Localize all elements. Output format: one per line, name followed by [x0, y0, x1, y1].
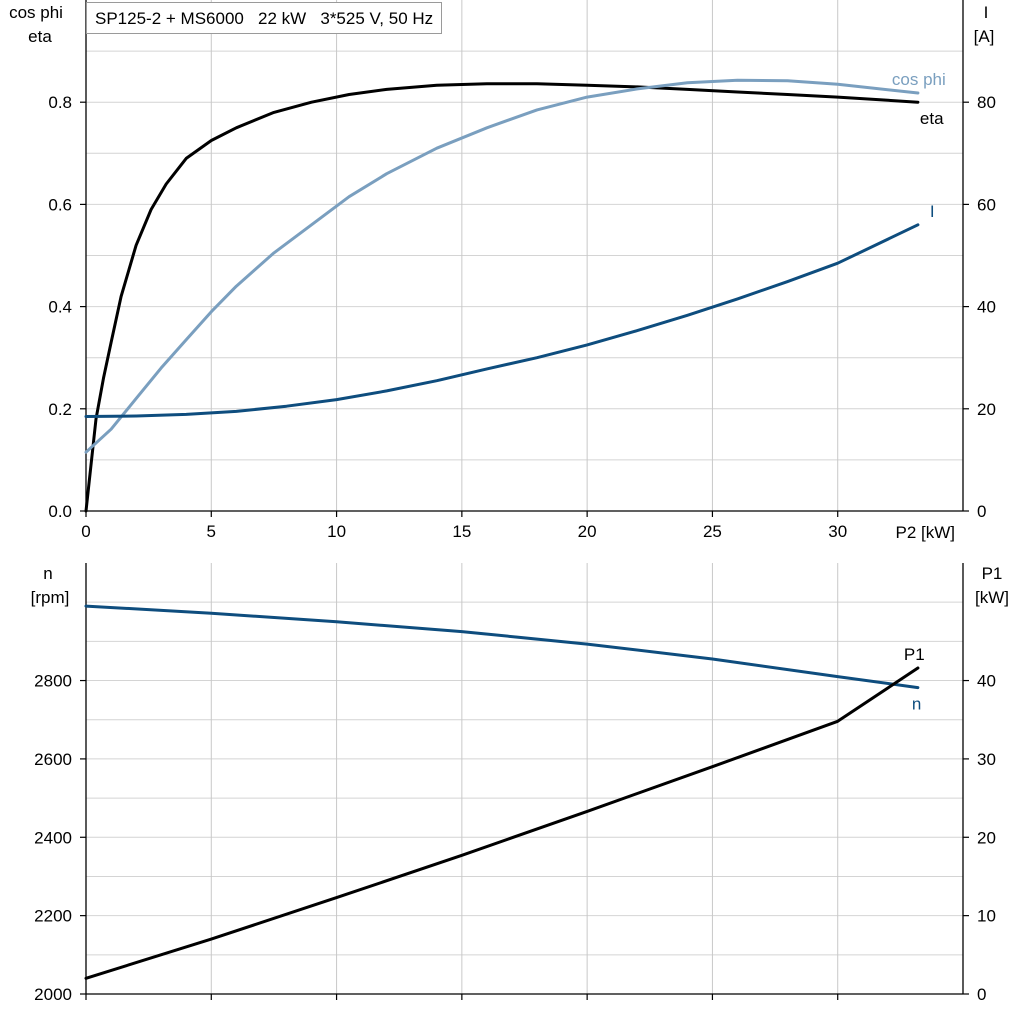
y-right-tick-label: 0 — [977, 985, 986, 1004]
series-label-cos-phi: cos phi — [892, 70, 946, 89]
y-right-tick-label: 20 — [977, 828, 996, 847]
y-right-tick-label: 40 — [977, 298, 996, 317]
series-label-eta: eta — [920, 109, 944, 128]
series-line-eta — [84, 82, 920, 513]
series-line-cos-phi — [84, 78, 920, 454]
y-right-axis-unit: [kW] — [975, 588, 1009, 607]
y-right-tick-label: 10 — [977, 907, 996, 926]
y-right-tick-label: 30 — [977, 750, 996, 769]
y-right-tick-label: 0 — [977, 502, 986, 521]
series-line-p1 — [84, 666, 920, 980]
y-left-axis-label: n — [43, 564, 52, 583]
y-right-axis-label: P1 — [982, 564, 1003, 583]
y-left-tick-label: 2000 — [34, 985, 72, 1004]
x-tick-label: 10 — [327, 522, 346, 541]
x-tick-label: 5 — [207, 522, 216, 541]
series-line-n — [84, 604, 920, 690]
series-label-n: n — [912, 695, 921, 714]
y-left-tick-label: 0.8 — [48, 93, 72, 112]
series-label-p1: P1 — [904, 645, 925, 664]
y-right-tick-label: 40 — [977, 672, 996, 691]
x-tick-label: 25 — [703, 522, 722, 541]
y-left-tick-label: 2600 — [34, 750, 72, 769]
series-label-i: I — [930, 202, 935, 221]
y-right-axis-label: I — [984, 3, 989, 22]
x-tick-label: 0 — [81, 522, 90, 541]
y-right-tick-label: 20 — [977, 400, 996, 419]
y-left-axis-unit: [rpm] — [31, 588, 70, 607]
y-left-axis-unit: eta — [28, 27, 52, 46]
series-line-i — [84, 223, 920, 418]
y-left-tick-label: 2800 — [34, 672, 72, 691]
x-tick-label: 15 — [452, 522, 471, 541]
chart-title: SP125-2 + MS6000 22 kW 3*525 V, 50 Hz — [86, 2, 443, 34]
x-tick-label: 30 — [828, 522, 847, 541]
x-tick-label: 20 — [578, 522, 597, 541]
y-right-tick-label: 80 — [977, 93, 996, 112]
y-left-tick-label: 2400 — [34, 828, 72, 847]
y-left-tick-label: 0.4 — [48, 298, 72, 317]
y-right-axis-unit: [A] — [974, 27, 995, 46]
y-right-tick-label: 60 — [977, 195, 996, 214]
y-left-tick-label: 2200 — [34, 907, 72, 926]
y-left-tick-label: 0.6 — [48, 195, 72, 214]
y-left-axis-label: cos phi — [9, 3, 63, 22]
y-left-tick-label: 0.2 — [48, 400, 72, 419]
y-left-tick-label: 0.0 — [48, 502, 72, 521]
x-axis-label: P2 [kW] — [895, 523, 955, 542]
